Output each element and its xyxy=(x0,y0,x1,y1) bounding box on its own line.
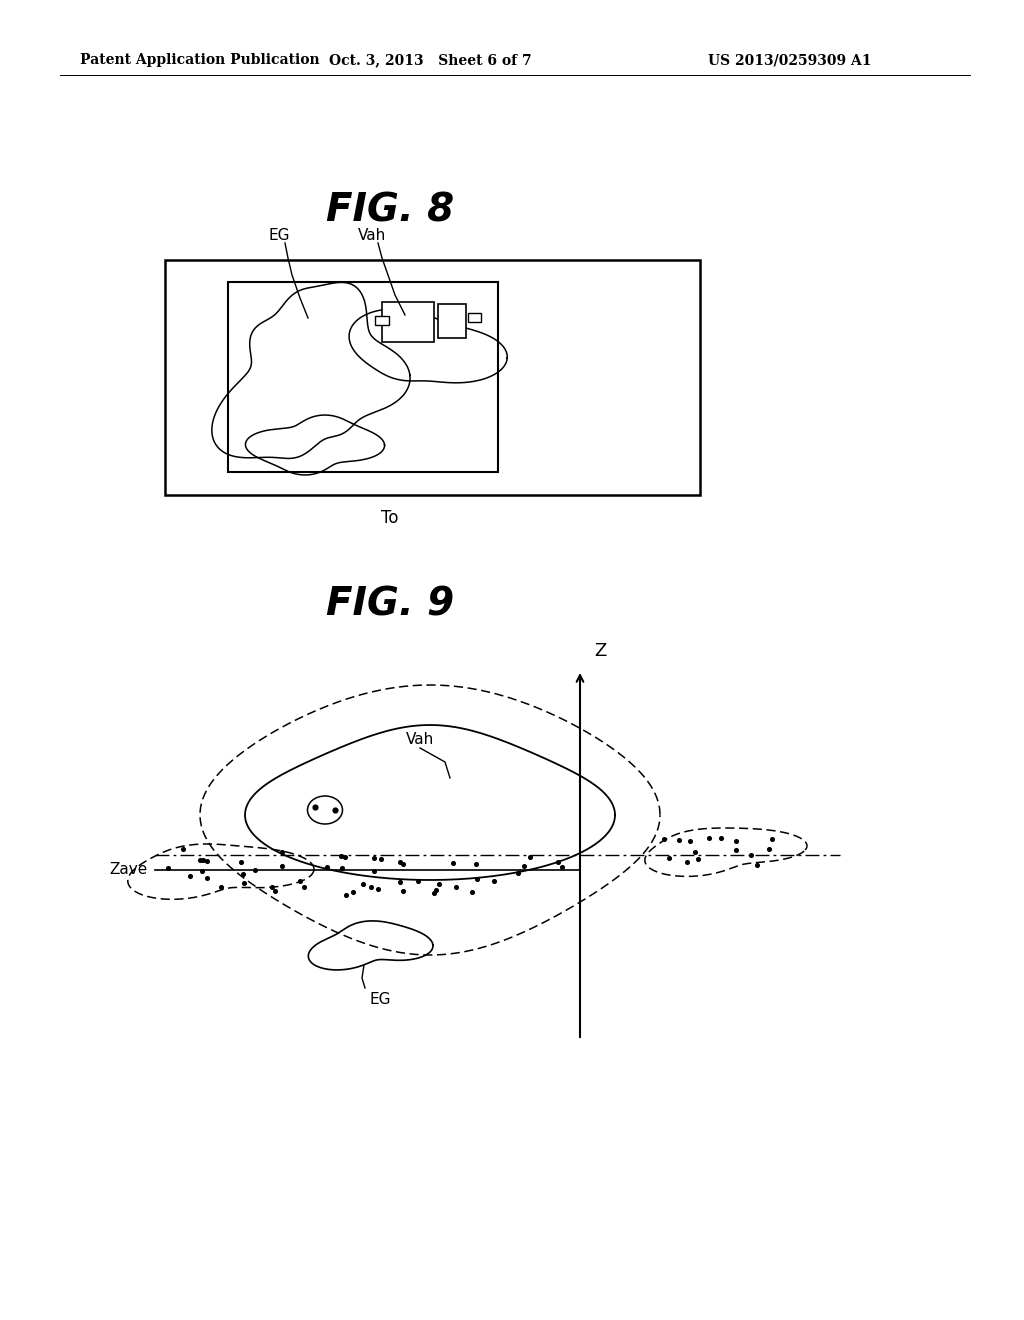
Point xyxy=(199,867,215,888)
Text: EG: EG xyxy=(268,228,290,243)
Point xyxy=(761,838,777,859)
Point xyxy=(175,838,191,859)
Point xyxy=(370,879,386,900)
Text: To: To xyxy=(381,510,398,527)
Ellipse shape xyxy=(307,796,342,824)
Point xyxy=(181,865,198,886)
Text: FIG. 8: FIG. 8 xyxy=(326,191,454,228)
Point xyxy=(195,861,211,882)
Point xyxy=(264,876,281,898)
Point xyxy=(199,851,215,873)
Point xyxy=(373,849,389,870)
Point xyxy=(671,830,687,851)
Point xyxy=(195,850,211,871)
Point xyxy=(319,857,336,878)
Point xyxy=(486,870,503,891)
Point xyxy=(392,871,409,892)
Point xyxy=(395,854,412,875)
Point xyxy=(763,829,779,850)
Point xyxy=(274,855,291,876)
Point xyxy=(395,880,412,902)
Point xyxy=(431,874,447,895)
Point xyxy=(427,880,443,902)
Point xyxy=(307,796,324,817)
Point xyxy=(366,861,382,882)
Point xyxy=(728,840,744,861)
Point xyxy=(468,854,484,875)
Point xyxy=(193,849,209,870)
Text: US 2013/0259309 A1: US 2013/0259309 A1 xyxy=(709,53,871,67)
Point xyxy=(232,851,249,873)
Point xyxy=(410,870,426,891)
Point xyxy=(682,830,698,851)
Point xyxy=(464,882,480,903)
Point xyxy=(292,870,308,891)
Text: Vah: Vah xyxy=(358,228,386,243)
Point xyxy=(728,830,744,851)
Point xyxy=(426,883,442,904)
Point xyxy=(333,845,349,866)
Point xyxy=(296,876,312,898)
Point xyxy=(521,847,538,869)
Bar xyxy=(438,304,466,338)
Point xyxy=(273,841,290,862)
Point xyxy=(749,854,765,875)
Text: Patent Application Publication: Patent Application Publication xyxy=(80,53,319,67)
Point xyxy=(247,859,263,880)
Point xyxy=(662,847,678,869)
Bar xyxy=(382,302,434,342)
Bar xyxy=(468,313,481,322)
Text: Zave: Zave xyxy=(110,862,148,878)
Text: Vah: Vah xyxy=(406,733,434,747)
Point xyxy=(516,855,532,876)
Text: FIG. 9: FIG. 9 xyxy=(326,586,454,624)
Point xyxy=(447,876,464,898)
Point xyxy=(213,876,229,898)
Text: EG: EG xyxy=(370,993,391,1007)
Point xyxy=(550,851,566,873)
Bar xyxy=(228,282,498,473)
Point xyxy=(338,884,354,906)
Point xyxy=(689,849,706,870)
Point xyxy=(345,882,361,903)
Point xyxy=(366,847,382,869)
Point xyxy=(469,869,485,890)
Point xyxy=(234,863,251,884)
Point xyxy=(713,828,729,849)
Point xyxy=(334,858,350,879)
Point xyxy=(267,880,284,902)
Point xyxy=(160,858,176,879)
Point xyxy=(392,851,409,873)
Point xyxy=(327,800,343,821)
Point xyxy=(337,846,353,867)
Point xyxy=(655,828,672,849)
Point xyxy=(742,845,759,866)
Point xyxy=(554,857,570,878)
Point xyxy=(679,851,695,873)
Point xyxy=(355,874,372,895)
Point xyxy=(510,863,526,884)
Point xyxy=(362,876,379,898)
Point xyxy=(236,873,252,894)
Bar xyxy=(165,260,700,495)
Point xyxy=(445,853,462,874)
Point xyxy=(686,842,702,863)
Text: Z: Z xyxy=(594,642,606,660)
Bar xyxy=(375,315,389,325)
Text: Oct. 3, 2013   Sheet 6 of 7: Oct. 3, 2013 Sheet 6 of 7 xyxy=(329,53,531,67)
Point xyxy=(701,828,718,849)
